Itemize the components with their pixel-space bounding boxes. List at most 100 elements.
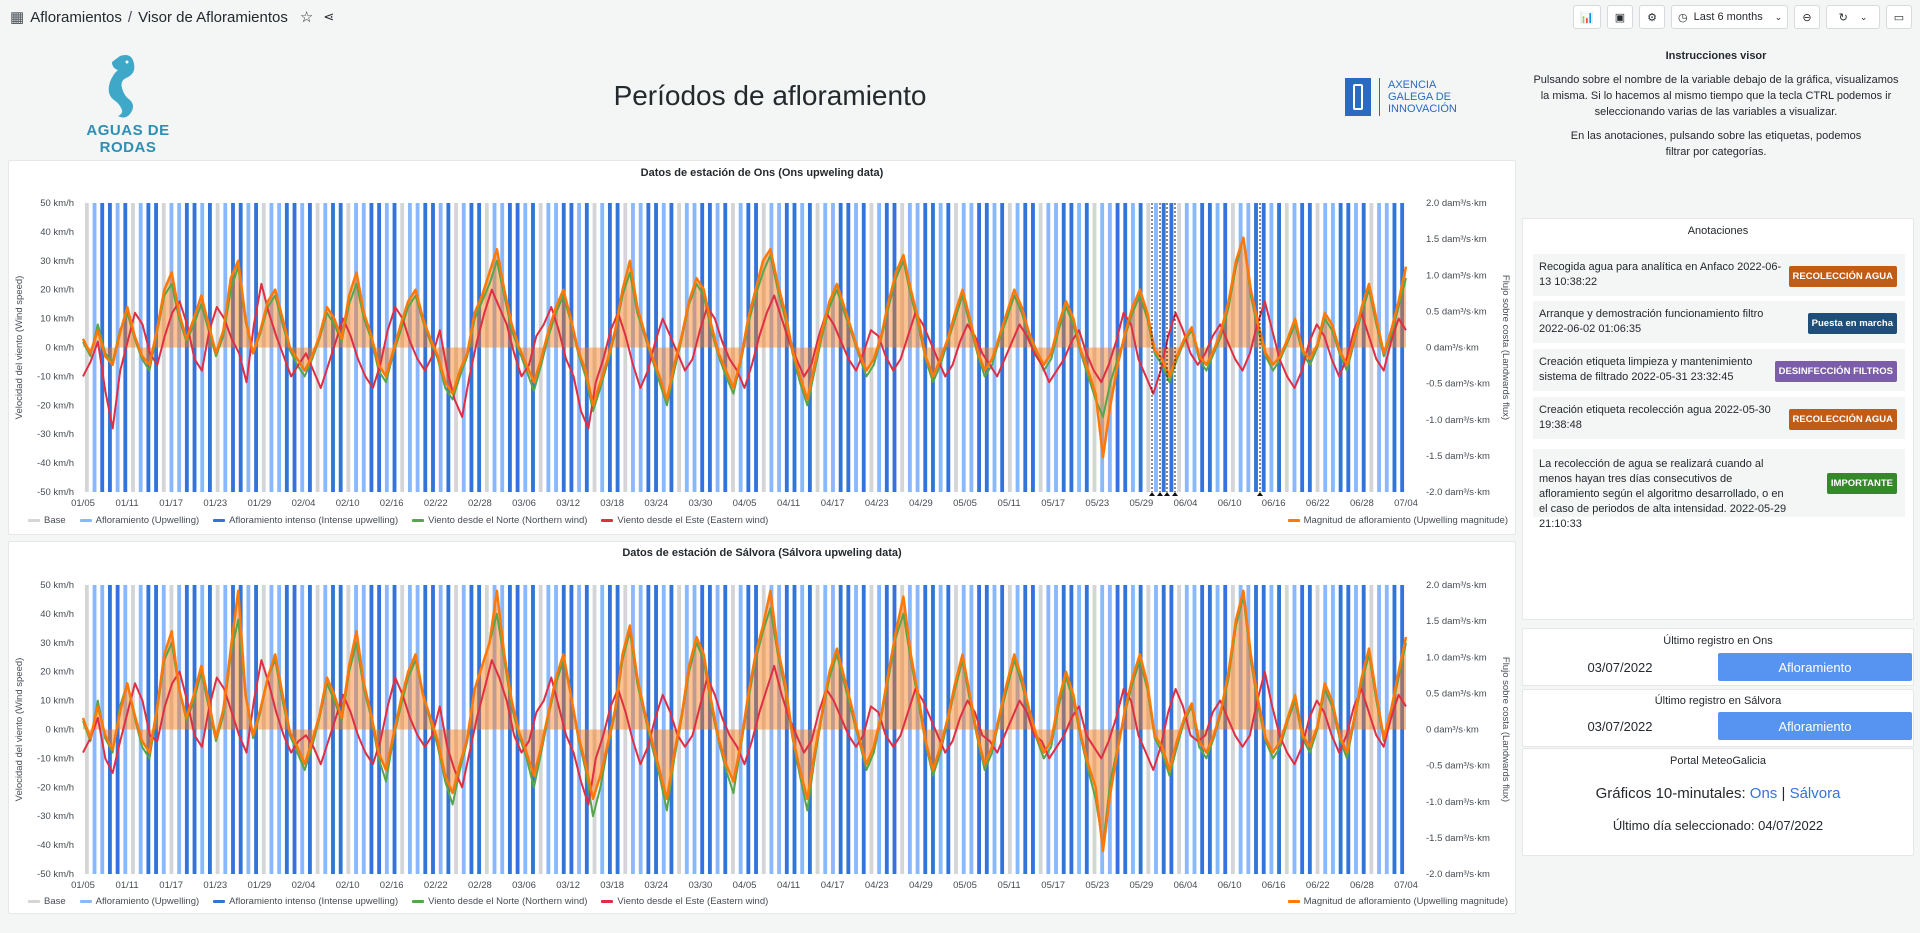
portal-panel: Portal MeteoGalicia Gráficos 10-minutale…: [1522, 748, 1914, 856]
share-icon[interactable]: ⋖: [323, 9, 335, 24]
legend-swatch: [1287, 519, 1300, 522]
legend-label: Magnitud de afloramiento (Upwelling magn…: [1303, 515, 1508, 526]
legend-item[interactable]: Viento desde el Este (Eastern wind): [601, 896, 768, 907]
zoom-out-icon: ⊖: [1802, 11, 1812, 24]
legend-swatch: [1287, 900, 1300, 903]
legend-item[interactable]: Afloramiento intenso (Intense upwelling): [213, 896, 398, 907]
last-ons-date: 03/07/2022: [1587, 659, 1653, 675]
monitor-icon: ▭: [1893, 11, 1905, 24]
add-panel-icon: 📊: [1580, 11, 1594, 24]
legend-item[interactable]: Viento desde el Este (Eastern wind): [601, 515, 768, 526]
portal-links: Gráficos 10-minutales: Ons | Sálvora: [1523, 785, 1913, 802]
page-title: Períodos de afloramiento: [613, 80, 927, 111]
annotation-tag[interactable]: IMPORTANTE: [1826, 473, 1897, 494]
annotation-tag[interactable]: RECOLECCIÓN AGUA: [1788, 266, 1897, 287]
last-salvora-date: 03/07/2022: [1587, 718, 1653, 734]
settings-button[interactable]: ⚙: [1639, 5, 1665, 29]
legend-label: Afloramiento intenso (Intense upwelling): [229, 515, 399, 526]
agency-line: GALEGA DE: [1388, 91, 1451, 103]
legend-swatch: [412, 519, 425, 522]
portal-title: Portal MeteoGalicia: [1670, 755, 1766, 767]
legend-label: Afloramiento intenso (Intense upwelling): [229, 896, 399, 907]
save-dashboard-button[interactable]: ▣: [1607, 5, 1633, 29]
legend-label: Magnitud de afloramiento (Upwelling magn…: [1303, 896, 1508, 907]
zoom-out-button[interactable]: ⊖: [1794, 5, 1820, 29]
last-salvora-status: Afloramiento: [1718, 712, 1912, 740]
legend-item[interactable]: Afloramiento (Upwelling): [79, 515, 200, 526]
ons-link[interactable]: Ons: [1749, 785, 1778, 802]
last-ons-row: 03/07/2022 Afloramiento: [1522, 653, 1914, 681]
legend-item[interactable]: Magnitud de afloramiento (Upwelling magn…: [1287, 515, 1508, 526]
time-range-picker[interactable]: ◷ Last 6 months ⌄: [1671, 5, 1788, 29]
legend-label: Base: [44, 896, 66, 907]
legend-item[interactable]: Viento desde el Norte (Northern wind): [412, 896, 587, 907]
annotations-title: Anotaciones: [1687, 225, 1749, 237]
refresh-icon: ↻: [1838, 11, 1848, 24]
instructions-text: En las anotaciones, pulsando sobre las e…: [1570, 130, 1862, 158]
last-salvora-row: 03/07/2022 Afloramiento: [1522, 712, 1914, 740]
apps-icon[interactable]: ▦: [10, 9, 25, 26]
legend-item[interactable]: Viento desde el Norte (Northern wind): [412, 515, 587, 526]
annotation-text: Recogida agua para analítica en Anfaco 2…: [1539, 261, 1782, 288]
refresh-button[interactable]: ↻ ⌄: [1826, 5, 1880, 29]
legend-label: Base: [44, 515, 66, 526]
tv-mode-button[interactable]: ▭: [1886, 5, 1912, 29]
instructions-panel: Instrucciones visor Pulsando sobre el no…: [1520, 48, 1912, 160]
annotation-text: Creación etiqueta recolección agua 2022-…: [1539, 404, 1771, 431]
agency-line: INNOVACIÓN: [1388, 103, 1457, 115]
annotation-text: Arranque y demostración funcionamiento f…: [1539, 308, 1764, 335]
legend-item[interactable]: Base: [28, 896, 66, 907]
legend-item[interactable]: Base: [28, 515, 66, 526]
top-navbar: ▦ Afloramientos / Visor de Afloramientos…: [0, 0, 1920, 34]
link-separator: |: [1781, 785, 1786, 802]
annotation-tag[interactable]: RECOLECCIÓN AGUA: [1788, 409, 1897, 430]
breadcrumb-folder[interactable]: Afloramientos: [30, 8, 122, 26]
chevron-down-icon: ⌄: [1859, 11, 1868, 22]
agency-line: AXENCIA: [1388, 79, 1437, 91]
panel-title: Datos de estación de Ons (Ons upweling d…: [640, 167, 884, 179]
legend-swatch: [28, 900, 40, 903]
legend-swatch: [601, 900, 614, 903]
legend-label: Viento desde el Norte (Northern wind): [428, 515, 588, 526]
annotation-text: Creación etiqueta limpieza y mantenimien…: [1539, 356, 1753, 383]
agency-divider: [1379, 78, 1380, 116]
legend-swatch: [601, 519, 614, 522]
clock-icon: ◷: [1678, 11, 1688, 24]
ons-chart-panel: Datos de estación de Ons (Ons upweling d…: [8, 160, 1516, 535]
ons-legend: Base Afloramiento (Upwelling) Afloramiento…: [28, 515, 1508, 526]
legend-label: Viento desde el Norte (Northern wind): [428, 896, 588, 907]
salvora-link[interactable]: Sálvora: [1789, 785, 1841, 802]
legend-item[interactable]: Afloramiento intenso (Intense upwelling): [213, 515, 398, 526]
annotation-text: La recolección de agua se realizará cuan…: [1539, 458, 1787, 530]
legend-item[interactable]: Magnitud de afloramiento (Upwelling magn…: [1287, 896, 1508, 907]
annotation-item[interactable]: Arranque y demostración funcionamiento f…: [1533, 301, 1905, 343]
annotation-tag[interactable]: DESINFECCIÓN FILTROS: [1774, 361, 1897, 382]
add-panel-button[interactable]: 📊: [1573, 5, 1601, 29]
annotation-tag[interactable]: Puesta en marcha: [1807, 313, 1897, 334]
legend-label: Afloramiento (Upwelling): [95, 896, 200, 907]
brand-name: AGUAS DE RODAS: [86, 122, 170, 156]
save-icon: ▣: [1614, 11, 1626, 24]
salvora-chart-panel: Datos de estación de Sálvora (Sálvora up…: [8, 541, 1516, 914]
legend-swatch: [213, 519, 226, 522]
legend-swatch: [79, 519, 92, 522]
star-icon[interactable]: ☆: [299, 9, 314, 26]
annotation-item[interactable]: Recogida agua para analítica en Anfaco 2…: [1533, 254, 1905, 296]
last-ons-status: Afloramiento: [1718, 653, 1912, 681]
legend-item[interactable]: Afloramiento (Upwelling): [79, 896, 200, 907]
salvora-legend: Base Afloramiento (Upwelling) Afloramiento…: [28, 896, 1508, 907]
last-day-selected: Último día seleccionado: 04/07/2022: [1612, 818, 1824, 833]
agency-logo: AXENCIA GALEGA DE INNOVACIÓN: [1345, 78, 1457, 116]
time-range-label: Last 6 months: [1693, 11, 1763, 23]
annotation-item[interactable]: Creación etiqueta recolección agua 2022-…: [1533, 397, 1905, 439]
legend-label: Viento desde el Este (Eastern wind): [617, 896, 769, 907]
legend-swatch: [28, 519, 40, 522]
annotation-item[interactable]: La recolección de agua se realizará cuan…: [1533, 449, 1905, 530]
legend-label: Afloramiento (Upwelling): [95, 515, 200, 526]
legend-swatch: [79, 900, 92, 903]
gear-icon: ⚙: [1647, 11, 1657, 24]
annotation-item[interactable]: Creación etiqueta limpieza y mantenimien…: [1533, 349, 1905, 391]
breadcrumb-dashboard[interactable]: Visor de Afloramientos: [138, 8, 288, 26]
legend-label: Viento desde el Este (Eastern wind): [617, 515, 769, 526]
aguas-de-rodas-logo: AGUAS DE RODAS: [50, 52, 200, 156]
